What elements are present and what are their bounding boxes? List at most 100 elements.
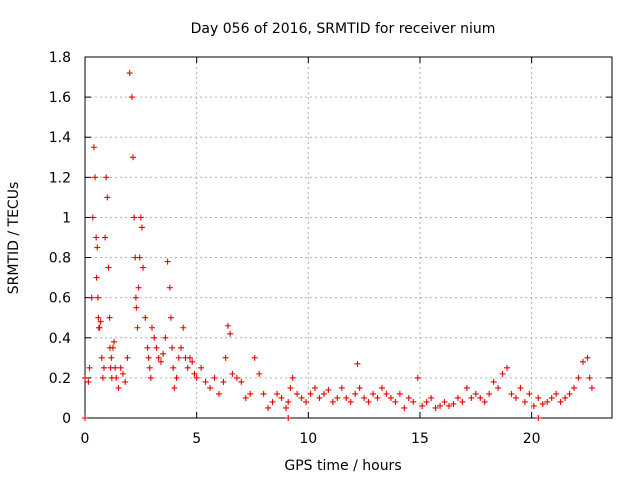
data-point <box>512 394 519 401</box>
x-tick-labels: 0 5 10 15 20 <box>81 431 541 447</box>
data-point <box>106 314 113 321</box>
data-point <box>287 384 294 391</box>
data-point <box>423 398 430 405</box>
chart-title: Day 056 of 2016, SRMTID for receiver niu… <box>191 21 496 37</box>
data-point <box>222 354 229 361</box>
y-tick-label: 0 <box>62 411 71 427</box>
data-point <box>584 354 591 361</box>
data-point <box>419 402 426 409</box>
data-point <box>405 394 412 401</box>
data-point <box>124 354 131 361</box>
data-point <box>86 364 93 371</box>
data-point <box>278 394 285 401</box>
data-point <box>588 384 595 391</box>
y-tick-label: 1.8 <box>49 50 71 66</box>
data-point <box>133 304 140 311</box>
x-axis-label: GPS time / hours <box>284 458 401 474</box>
data-point <box>260 390 267 397</box>
data-point <box>170 364 177 371</box>
data-point <box>242 394 249 401</box>
data-point <box>401 404 408 411</box>
data-point <box>82 374 88 381</box>
data-point <box>166 284 173 291</box>
data-point <box>105 264 112 271</box>
data-point <box>233 374 240 381</box>
data-point <box>227 330 234 337</box>
data-point <box>130 154 137 161</box>
data-point <box>229 370 236 377</box>
data-point <box>175 354 182 361</box>
data-point <box>164 258 171 265</box>
data-point <box>374 394 381 401</box>
data-point <box>334 394 341 401</box>
data-point <box>499 370 506 377</box>
x-tick-label: 15 <box>411 431 429 447</box>
data-point <box>410 398 417 405</box>
data-point <box>111 338 118 345</box>
data-point <box>145 354 152 361</box>
data-point <box>579 358 586 365</box>
data-point <box>193 374 200 381</box>
x-tick-label: 10 <box>299 431 317 447</box>
data-point <box>138 224 145 231</box>
data-point <box>557 398 564 405</box>
x-tick-label: 20 <box>523 431 541 447</box>
data-point <box>142 314 149 321</box>
data-point <box>396 390 403 397</box>
data-point <box>211 374 218 381</box>
data-point <box>437 402 444 409</box>
y-tick-label: 1.6 <box>49 90 71 106</box>
data-point <box>136 254 143 261</box>
data-point <box>189 358 196 365</box>
x-tick-label: 0 <box>81 431 90 447</box>
data-point <box>215 390 222 397</box>
data-point <box>126 70 133 77</box>
data-point <box>325 386 332 393</box>
data-point <box>361 394 368 401</box>
data-point <box>88 294 95 301</box>
y-tick-label: 0.2 <box>49 371 71 387</box>
data-point <box>94 294 101 301</box>
data-point <box>347 398 354 405</box>
data-point <box>463 384 470 391</box>
data-point <box>495 384 502 391</box>
axis-ticks <box>84 56 612 419</box>
data-point <box>132 294 139 301</box>
data-point <box>103 174 110 181</box>
data-point <box>169 344 176 351</box>
data-point <box>186 354 193 361</box>
data-point <box>481 398 488 405</box>
data-point <box>115 384 122 391</box>
data-point <box>112 364 119 371</box>
data-point <box>119 370 126 377</box>
data-point <box>365 398 372 405</box>
data-point <box>151 334 158 341</box>
data-point <box>98 354 105 361</box>
data-point <box>477 394 484 401</box>
data-point <box>490 378 497 385</box>
data-point <box>148 324 155 331</box>
data-point <box>320 390 327 397</box>
y-tick-label: 0.8 <box>49 251 71 267</box>
data-point <box>428 394 435 401</box>
data-point <box>530 402 537 409</box>
data-point <box>329 398 336 405</box>
data-point <box>356 384 363 391</box>
data-point <box>85 378 92 385</box>
data-point <box>316 394 323 401</box>
data-point <box>146 364 153 371</box>
data-point <box>135 284 142 291</box>
data-point <box>97 318 104 325</box>
data-point <box>117 364 124 371</box>
data-point <box>157 358 164 365</box>
data-point <box>539 400 546 407</box>
data-point <box>354 360 361 367</box>
data-point <box>122 378 129 385</box>
data-point <box>387 394 394 401</box>
data-point <box>153 344 160 351</box>
data-point <box>247 390 254 397</box>
data-point <box>472 390 479 397</box>
data-point <box>224 322 231 329</box>
data-point <box>93 274 100 281</box>
data-point <box>178 344 185 351</box>
